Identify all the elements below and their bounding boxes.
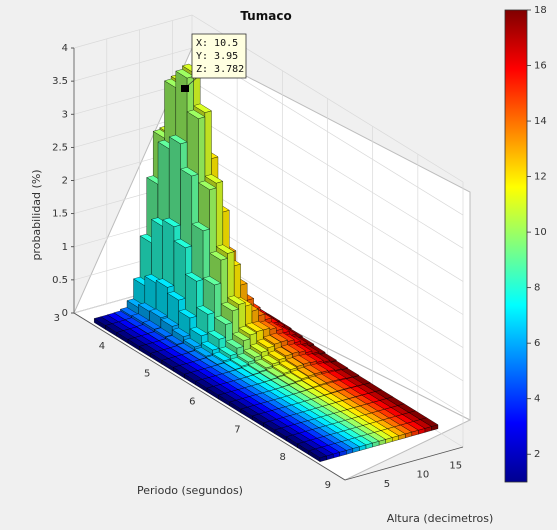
colorbar-tick-label: 12 bbox=[534, 172, 547, 183]
x-tick-label: 7 bbox=[234, 424, 240, 435]
x-tick-label: 3 bbox=[54, 313, 60, 324]
x-tick-label: 9 bbox=[325, 480, 331, 491]
x-axis-label: Periodo (segundos) bbox=[137, 484, 243, 497]
y-tick-label: 15 bbox=[449, 461, 462, 472]
colorbar-ticks: 2 4 6 8 10 12 14 16 18 bbox=[527, 5, 547, 460]
y-tick-label: 5 bbox=[384, 479, 390, 490]
colorbar-tick-label: 4 bbox=[534, 394, 540, 405]
colorbar-tick-label: 8 bbox=[534, 283, 540, 294]
colorbar-tick-label: 10 bbox=[534, 227, 547, 238]
z-tick-label: 1 bbox=[62, 242, 68, 253]
datatip-x: X: 10.5 bbox=[196, 38, 238, 49]
z-tick-label: 2 bbox=[62, 176, 68, 187]
z-tick-label: 4 bbox=[62, 43, 68, 54]
colorbar-tick-label: 16 bbox=[534, 61, 547, 72]
datatip[interactable]: X: 10.5 Y: 3.95 Z: 3.782 bbox=[181, 33, 247, 92]
x-tick-label: 6 bbox=[189, 397, 195, 408]
datatip-y: Y: 3.95 bbox=[196, 51, 238, 62]
colorbar-tick-label: 6 bbox=[534, 338, 540, 349]
x-tick-label: 8 bbox=[279, 452, 285, 463]
axes: 0 0.5 1 1.5 2 2.5 3 3.5 4 3 4 5 6 7 8 9 5 10 15 bbox=[52, 43, 464, 491]
y-axis-label: Altura (decimetros) bbox=[387, 512, 494, 525]
z-tick-label: 0.5 bbox=[52, 275, 68, 286]
z-tick-label: 3.5 bbox=[52, 76, 68, 87]
bar-group bbox=[93, 63, 439, 463]
x-tick-label: 4 bbox=[99, 341, 105, 352]
z-axis-label: probabilidad (%) bbox=[30, 169, 43, 260]
z-tick-label: 2.5 bbox=[52, 142, 68, 153]
z-tick-label: 3 bbox=[62, 109, 68, 120]
colorbar bbox=[504, 9, 528, 483]
x-tick-label: 5 bbox=[144, 369, 150, 380]
datatip-z: Z: 3.782 bbox=[196, 64, 244, 75]
chart-title: Tumaco bbox=[240, 9, 291, 23]
datatip-marker bbox=[181, 85, 189, 92]
bar bbox=[308, 448, 328, 463]
colorbar-tick-label: 18 bbox=[534, 5, 547, 16]
z-tick-label: 1.5 bbox=[52, 209, 68, 220]
colorbar-tick-label: 2 bbox=[534, 449, 540, 460]
y-tick-label: 10 bbox=[417, 470, 430, 481]
z-tick-label: 0 bbox=[62, 308, 68, 319]
colorbar-tick-label: 14 bbox=[534, 116, 547, 127]
